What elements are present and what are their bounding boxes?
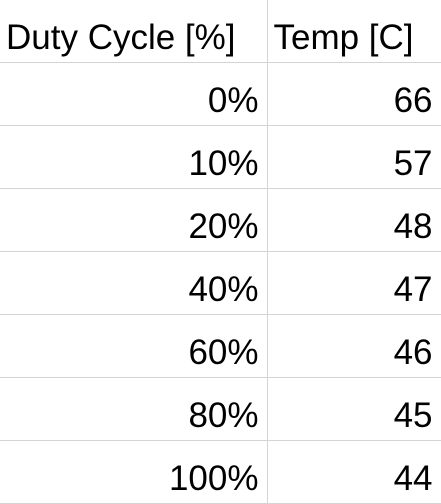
header-cell-temp[interactable]: Temp [C]: [266, 0, 441, 63]
cell-duty-cycle[interactable]: 60%: [0, 314, 268, 378]
cell-temp[interactable]: 47: [266, 251, 441, 315]
cell-duty-cycle[interactable]: 100%: [0, 440, 268, 504]
cell-temp[interactable]: 57: [266, 125, 441, 189]
table-row: 10% 57: [0, 125, 441, 189]
cell-duty-cycle[interactable]: 0%: [0, 62, 268, 126]
table-row: 20% 48: [0, 188, 441, 252]
cell-temp[interactable]: 45: [266, 377, 441, 441]
cell-duty-cycle[interactable]: 10%: [0, 125, 268, 189]
table-row: 60% 46: [0, 314, 441, 378]
cell-temp[interactable]: 48: [266, 188, 441, 252]
header-row: Duty Cycle [%] Temp [C]: [0, 0, 441, 63]
cell-duty-cycle[interactable]: 40%: [0, 251, 268, 315]
table-row: 100% 44: [0, 440, 441, 504]
table-row: 80% 45: [0, 377, 441, 441]
table-row: 0% 66: [0, 62, 441, 126]
cell-temp[interactable]: 46: [266, 314, 441, 378]
header-cell-duty-cycle[interactable]: Duty Cycle [%]: [0, 0, 268, 63]
cell-temp[interactable]: 66: [266, 62, 441, 126]
cell-duty-cycle[interactable]: 20%: [0, 188, 268, 252]
cell-temp[interactable]: 44: [266, 440, 441, 504]
cell-duty-cycle[interactable]: 80%: [0, 377, 268, 441]
table-row: 40% 47: [0, 251, 441, 315]
